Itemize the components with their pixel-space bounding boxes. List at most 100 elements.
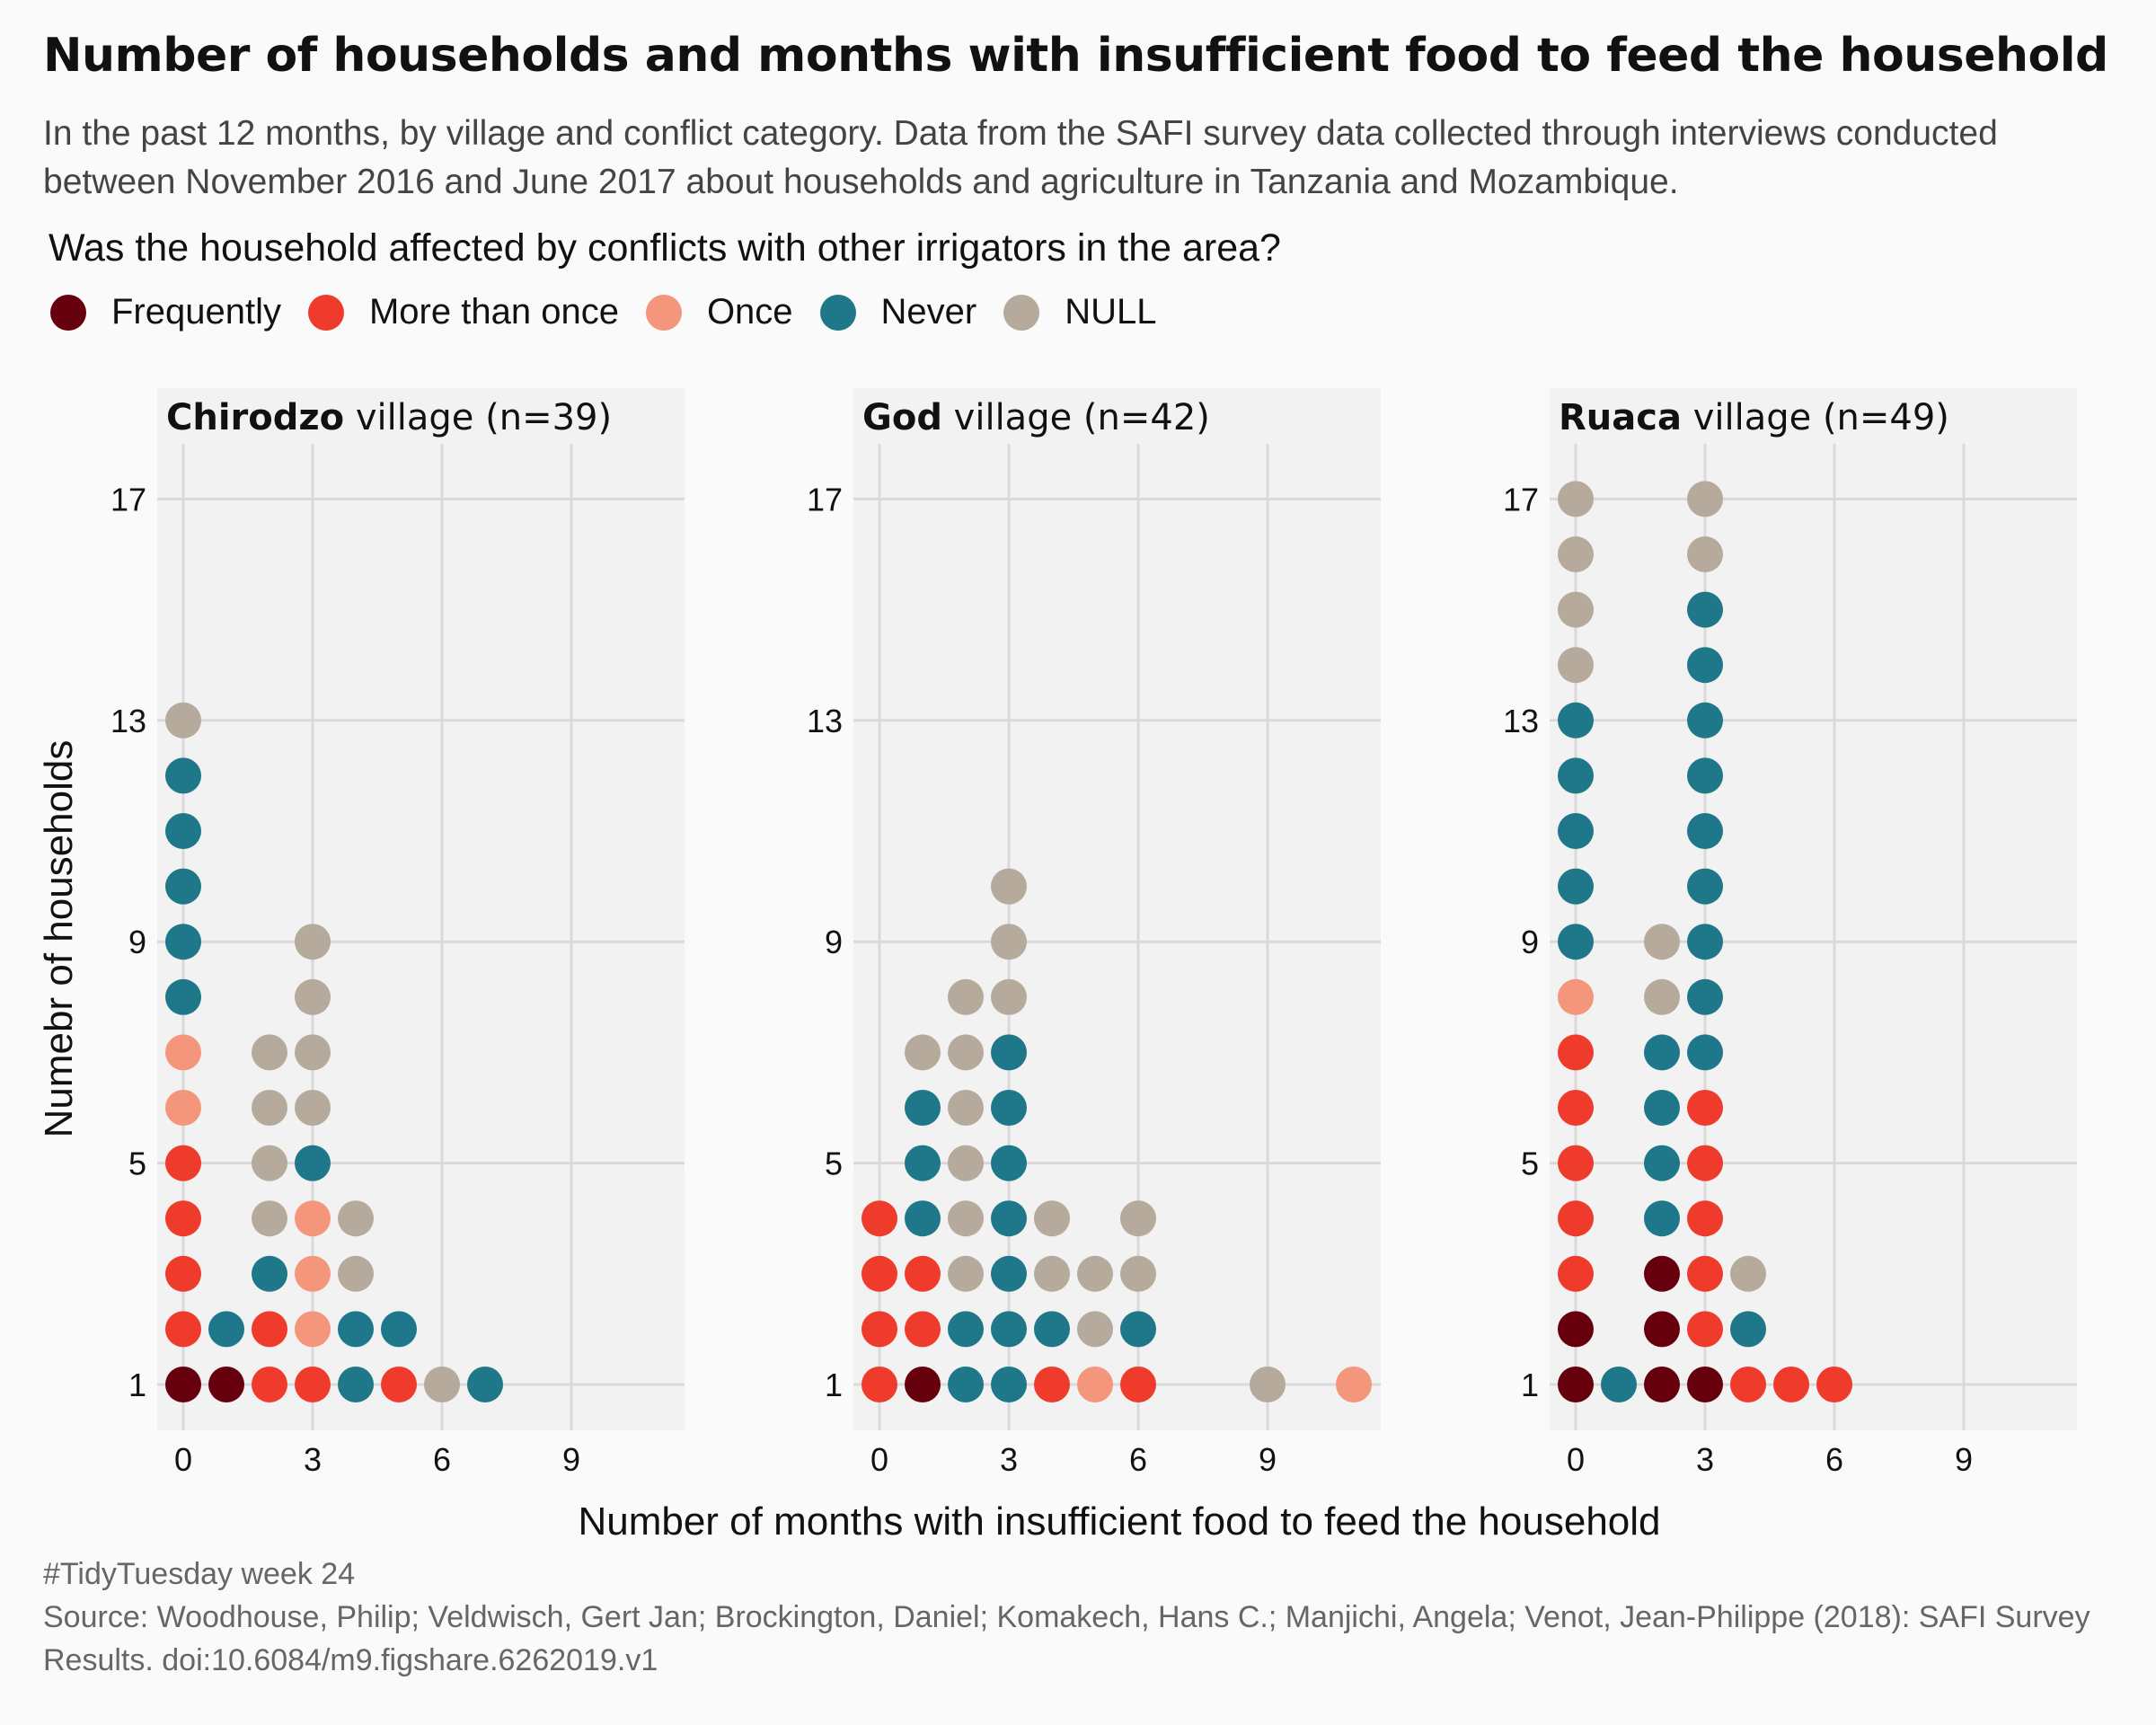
data-point [905,1200,941,1237]
data-point [1730,1367,1766,1402]
legend-item-more-than-once: More than once [307,292,619,332]
data-point [1687,1255,1723,1292]
y-tick-label: 1 [825,1367,843,1403]
y-axis-title: Numebr of households [37,740,81,1138]
data-point [338,1367,374,1402]
y-tick-label: 13 [1503,703,1539,739]
data-point [1558,1311,1594,1348]
data-point [424,1367,460,1402]
data-point [165,978,201,1015]
legend-swatch-never [819,294,856,331]
legend-item-once: Once [645,292,793,332]
legend-label-null: NULL [1065,292,1157,332]
data-point [338,1255,374,1292]
panel-background [853,388,1381,1430]
data-point [991,868,1027,905]
y-tick-label: 17 [1503,481,1539,518]
legend-title: Was the household affected by conflicts … [49,226,1281,270]
x-tick-label: 6 [433,1441,451,1478]
data-point [295,1090,331,1126]
panel-title: God village (n=42) [862,397,1210,438]
data-point [381,1367,417,1402]
data-point [1687,591,1723,628]
data-point [1120,1311,1156,1348]
x-tick-label: 3 [1000,1441,1018,1478]
data-point [1644,1367,1680,1402]
data-point [1558,1200,1594,1237]
data-point [1687,1145,1723,1181]
legend-item-frequently: Frequently [50,292,281,332]
y-tick-label: 9 [1521,924,1539,960]
panel-village-name: Chirodzo [166,397,344,438]
data-point [1558,978,1594,1015]
panel-village-name: Ruaca [1559,397,1682,438]
data-point [1077,1311,1113,1348]
data-point [1558,813,1594,849]
y-tick-label: 5 [128,1146,146,1182]
y-tick-label: 1 [128,1367,146,1403]
data-point [862,1255,897,1292]
legend-label-frequently: Frequently [111,292,281,332]
data-point [1773,1367,1809,1402]
x-axis-title: Number of months with insufficient food … [578,1499,1660,1544]
data-point [1558,924,1594,960]
data-point [862,1367,897,1402]
legend-item-null: NULL [1003,292,1157,332]
data-point [948,1200,984,1237]
panel-background [157,388,685,1430]
data-point [1644,1090,1680,1126]
legend-swatch-null [1003,294,1040,331]
data-point [1644,1255,1680,1292]
data-point [1558,1034,1594,1071]
data-point [165,1145,201,1181]
data-point [338,1311,374,1348]
data-point [165,1200,201,1237]
data-point [1336,1367,1372,1402]
panel-village-count: village (n=42) [942,397,1210,438]
data-point [948,1145,984,1181]
data-point [905,1034,941,1071]
data-point [1558,1145,1594,1181]
data-point [948,978,984,1015]
caption-hashtag: #TidyTuesday week 24 [43,1557,356,1591]
data-point [252,1145,287,1181]
data-point [1077,1255,1113,1292]
data-point [252,1200,287,1237]
data-point [1816,1367,1852,1402]
legend-label-more-than-once: More than once [368,292,619,332]
data-point [252,1255,287,1292]
legend-label-once: Once [706,292,793,332]
data-point [1687,978,1723,1015]
data-point [991,1200,1027,1237]
data-point [338,1200,374,1237]
data-point [1687,1367,1723,1402]
data-point [208,1311,244,1348]
x-tick-label: 0 [174,1441,192,1478]
data-point [295,1311,331,1348]
panel-title: Chirodzo village (n=39) [166,397,612,438]
legend-swatch-once [645,294,682,331]
data-point [1034,1255,1070,1292]
x-tick-label: 0 [1567,1441,1585,1478]
data-point [165,702,201,739]
data-point [1250,1367,1286,1402]
y-tick-label: 9 [825,924,843,960]
data-point [165,757,201,794]
data-point [905,1090,941,1126]
chart-title: Number of households and months with ins… [43,29,2108,83]
data-point [165,924,201,960]
chart-subtitle: In the past 12 months, by village and co… [43,114,1998,201]
y-tick-label: 5 [1521,1146,1539,1182]
y-tick-label: 17 [807,481,843,518]
data-point [1077,1367,1113,1402]
caption-source: Source: Woodhouse, Philip; Veldwisch, Ge… [43,1600,2090,1677]
data-point [1558,1090,1594,1126]
data-point [295,1200,331,1237]
data-point [948,1255,984,1292]
data-point [295,1145,331,1181]
data-point [165,1255,201,1292]
data-point [1558,702,1594,739]
panel-village-count: village (n=39) [344,397,612,438]
legend-label-never: Never [880,292,977,332]
data-point [1558,536,1594,572]
